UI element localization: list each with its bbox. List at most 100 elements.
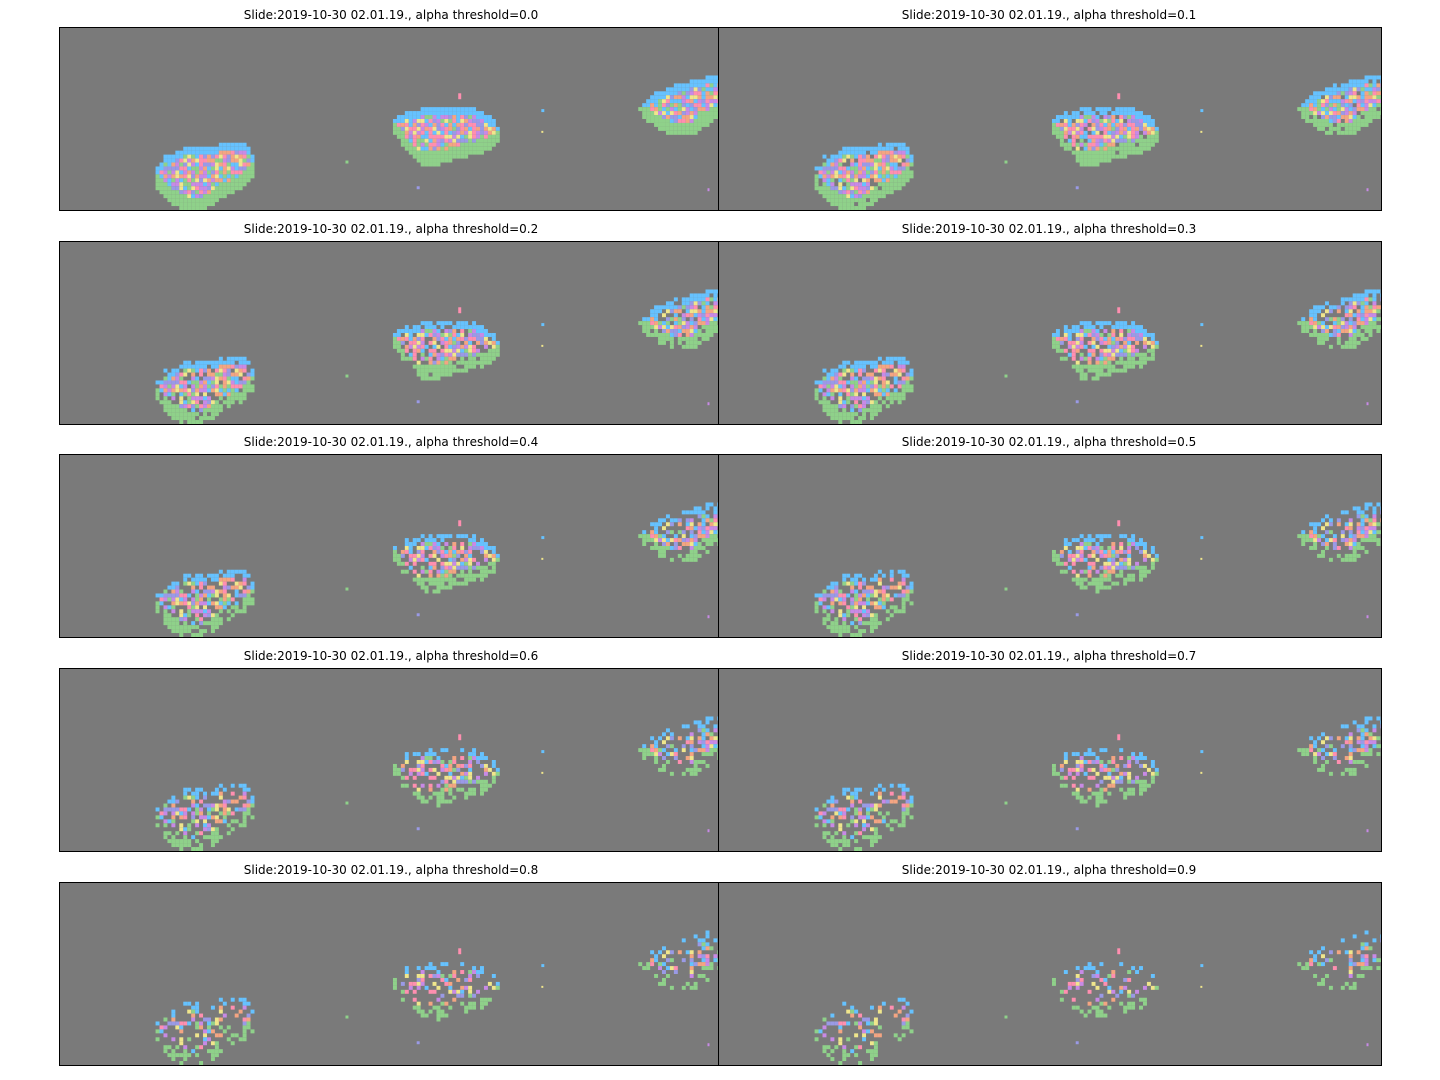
- heatmap-tile: [866, 158, 870, 163]
- heatmap-tile: [468, 130, 473, 135]
- heatmap-tile: [1115, 581, 1120, 586]
- heatmap-tile: [440, 364, 445, 369]
- heatmap-tile: [167, 597, 172, 602]
- heatmap-tile: [854, 404, 859, 409]
- heatmap-tile: [689, 297, 694, 302]
- heatmap-tile: [400, 340, 405, 345]
- heatmap-tile: [226, 170, 231, 175]
- heatmap-tile: [1051, 336, 1056, 341]
- heatmap-tile: [428, 134, 433, 139]
- heatmap-tile: [1344, 83, 1349, 88]
- heatmap-tile: [889, 791, 894, 796]
- heatmap-tile: [207, 186, 211, 191]
- heatmap-tile: [862, 174, 867, 179]
- heatmap-tile: [163, 376, 168, 381]
- heatmap-tile: [187, 190, 192, 195]
- heatmap-tile: [452, 130, 457, 135]
- heatmap-tile: [444, 787, 449, 792]
- heatmap-tile: [1324, 514, 1329, 519]
- heatmap-tile: [1142, 360, 1147, 365]
- heatmap-tile: [665, 538, 670, 543]
- heatmap-tile: [452, 146, 457, 151]
- heatmap-tile: [238, 360, 243, 365]
- heatmap-tile: [1075, 158, 1080, 163]
- heatmap-tile: [1135, 336, 1140, 341]
- heatmap-tile: [1328, 111, 1333, 116]
- heatmap-tile: [444, 783, 449, 788]
- heatmap-tile: [187, 412, 192, 417]
- heatmap-tile: [436, 356, 441, 361]
- heatmap-tile: [642, 752, 647, 757]
- heatmap-tile: [187, 625, 192, 630]
- heatmap-tile: [838, 170, 843, 175]
- heatmap-tile: [230, 396, 235, 401]
- heatmap-tile: [424, 368, 429, 373]
- heatmap-panel: [718, 241, 1382, 425]
- heatmap-tile: [1091, 126, 1096, 131]
- heatmap-tile: [400, 142, 405, 147]
- heatmap-tile: [838, 396, 843, 401]
- heatmap-tile: [1368, 107, 1373, 112]
- heatmap-tile: [491, 352, 496, 357]
- heatmap-tile: [1301, 329, 1306, 333]
- heatmap-tile: [1368, 321, 1373, 326]
- heatmap-tile: [893, 162, 898, 167]
- heatmap-tile: [210, 404, 215, 409]
- heatmap-tile: [858, 408, 863, 413]
- heatmap-tile: [1372, 321, 1377, 326]
- heatmap-tile: [885, 372, 890, 377]
- heatmap-tile: [1071, 569, 1076, 574]
- heatmap-tile: [709, 115, 714, 119]
- heatmap-tile: [214, 827, 219, 832]
- heatmap-tile: [858, 601, 863, 606]
- heatmap-tile: [1103, 352, 1108, 357]
- heatmap-tile: [866, 400, 870, 405]
- heatmap-tile: [476, 115, 480, 119]
- heatmap-tile: [420, 569, 425, 574]
- heatmap-tile: [452, 557, 457, 562]
- heatmap-tile: [658, 91, 662, 96]
- heatmap-tile: [246, 585, 251, 590]
- heatmap-tile: [709, 538, 714, 543]
- heatmap-speck: [541, 130, 544, 133]
- heatmap-tile: [838, 815, 843, 820]
- heatmap-tile: [179, 839, 184, 844]
- heatmap-tile: [1146, 122, 1151, 127]
- heatmap-tile: [1368, 111, 1373, 116]
- heatmap-tile: [456, 573, 461, 578]
- heatmap-tile: [677, 122, 682, 127]
- heatmap-tile: [838, 400, 843, 405]
- heatmap-tile: [1313, 313, 1318, 318]
- heatmap-tile: [452, 119, 457, 123]
- heatmap-tile: [689, 549, 694, 554]
- heatmap-tile: [1063, 333, 1068, 337]
- heatmap-tile: [850, 795, 855, 800]
- heatmap-tile: [1095, 344, 1100, 349]
- heatmap-tile: [226, 831, 231, 836]
- heatmap-tile: [222, 142, 227, 147]
- heatmap-tile: [866, 803, 870, 808]
- heatmap-tile: [1340, 317, 1345, 322]
- heatmap-tile: [491, 134, 496, 139]
- heatmap-tile: [1309, 119, 1314, 123]
- heatmap-tile: [881, 819, 886, 824]
- heatmap-tile: [404, 549, 409, 554]
- heatmap-tile: [183, 372, 188, 377]
- heatmap-tile: [1083, 546, 1088, 550]
- heatmap-tile: [234, 364, 239, 369]
- heatmap-tile: [685, 756, 690, 760]
- heatmap-tile: [897, 186, 902, 191]
- heatmap-tile: [234, 174, 239, 179]
- heatmap-tile: [420, 158, 425, 163]
- heatmap-tile: [199, 847, 204, 851]
- heatmap-tile: [175, 186, 180, 191]
- heatmap-tile: [191, 589, 196, 594]
- heatmap-tile: [440, 134, 445, 139]
- heatmap-tile: [685, 740, 690, 745]
- heatmap-tile: [869, 408, 874, 413]
- heatmap-tile: [416, 787, 421, 792]
- heatmap-tile: [428, 348, 433, 353]
- heatmap-tile: [1321, 518, 1325, 523]
- heatmap-tile: [866, 811, 870, 816]
- heatmap-tile: [432, 368, 437, 373]
